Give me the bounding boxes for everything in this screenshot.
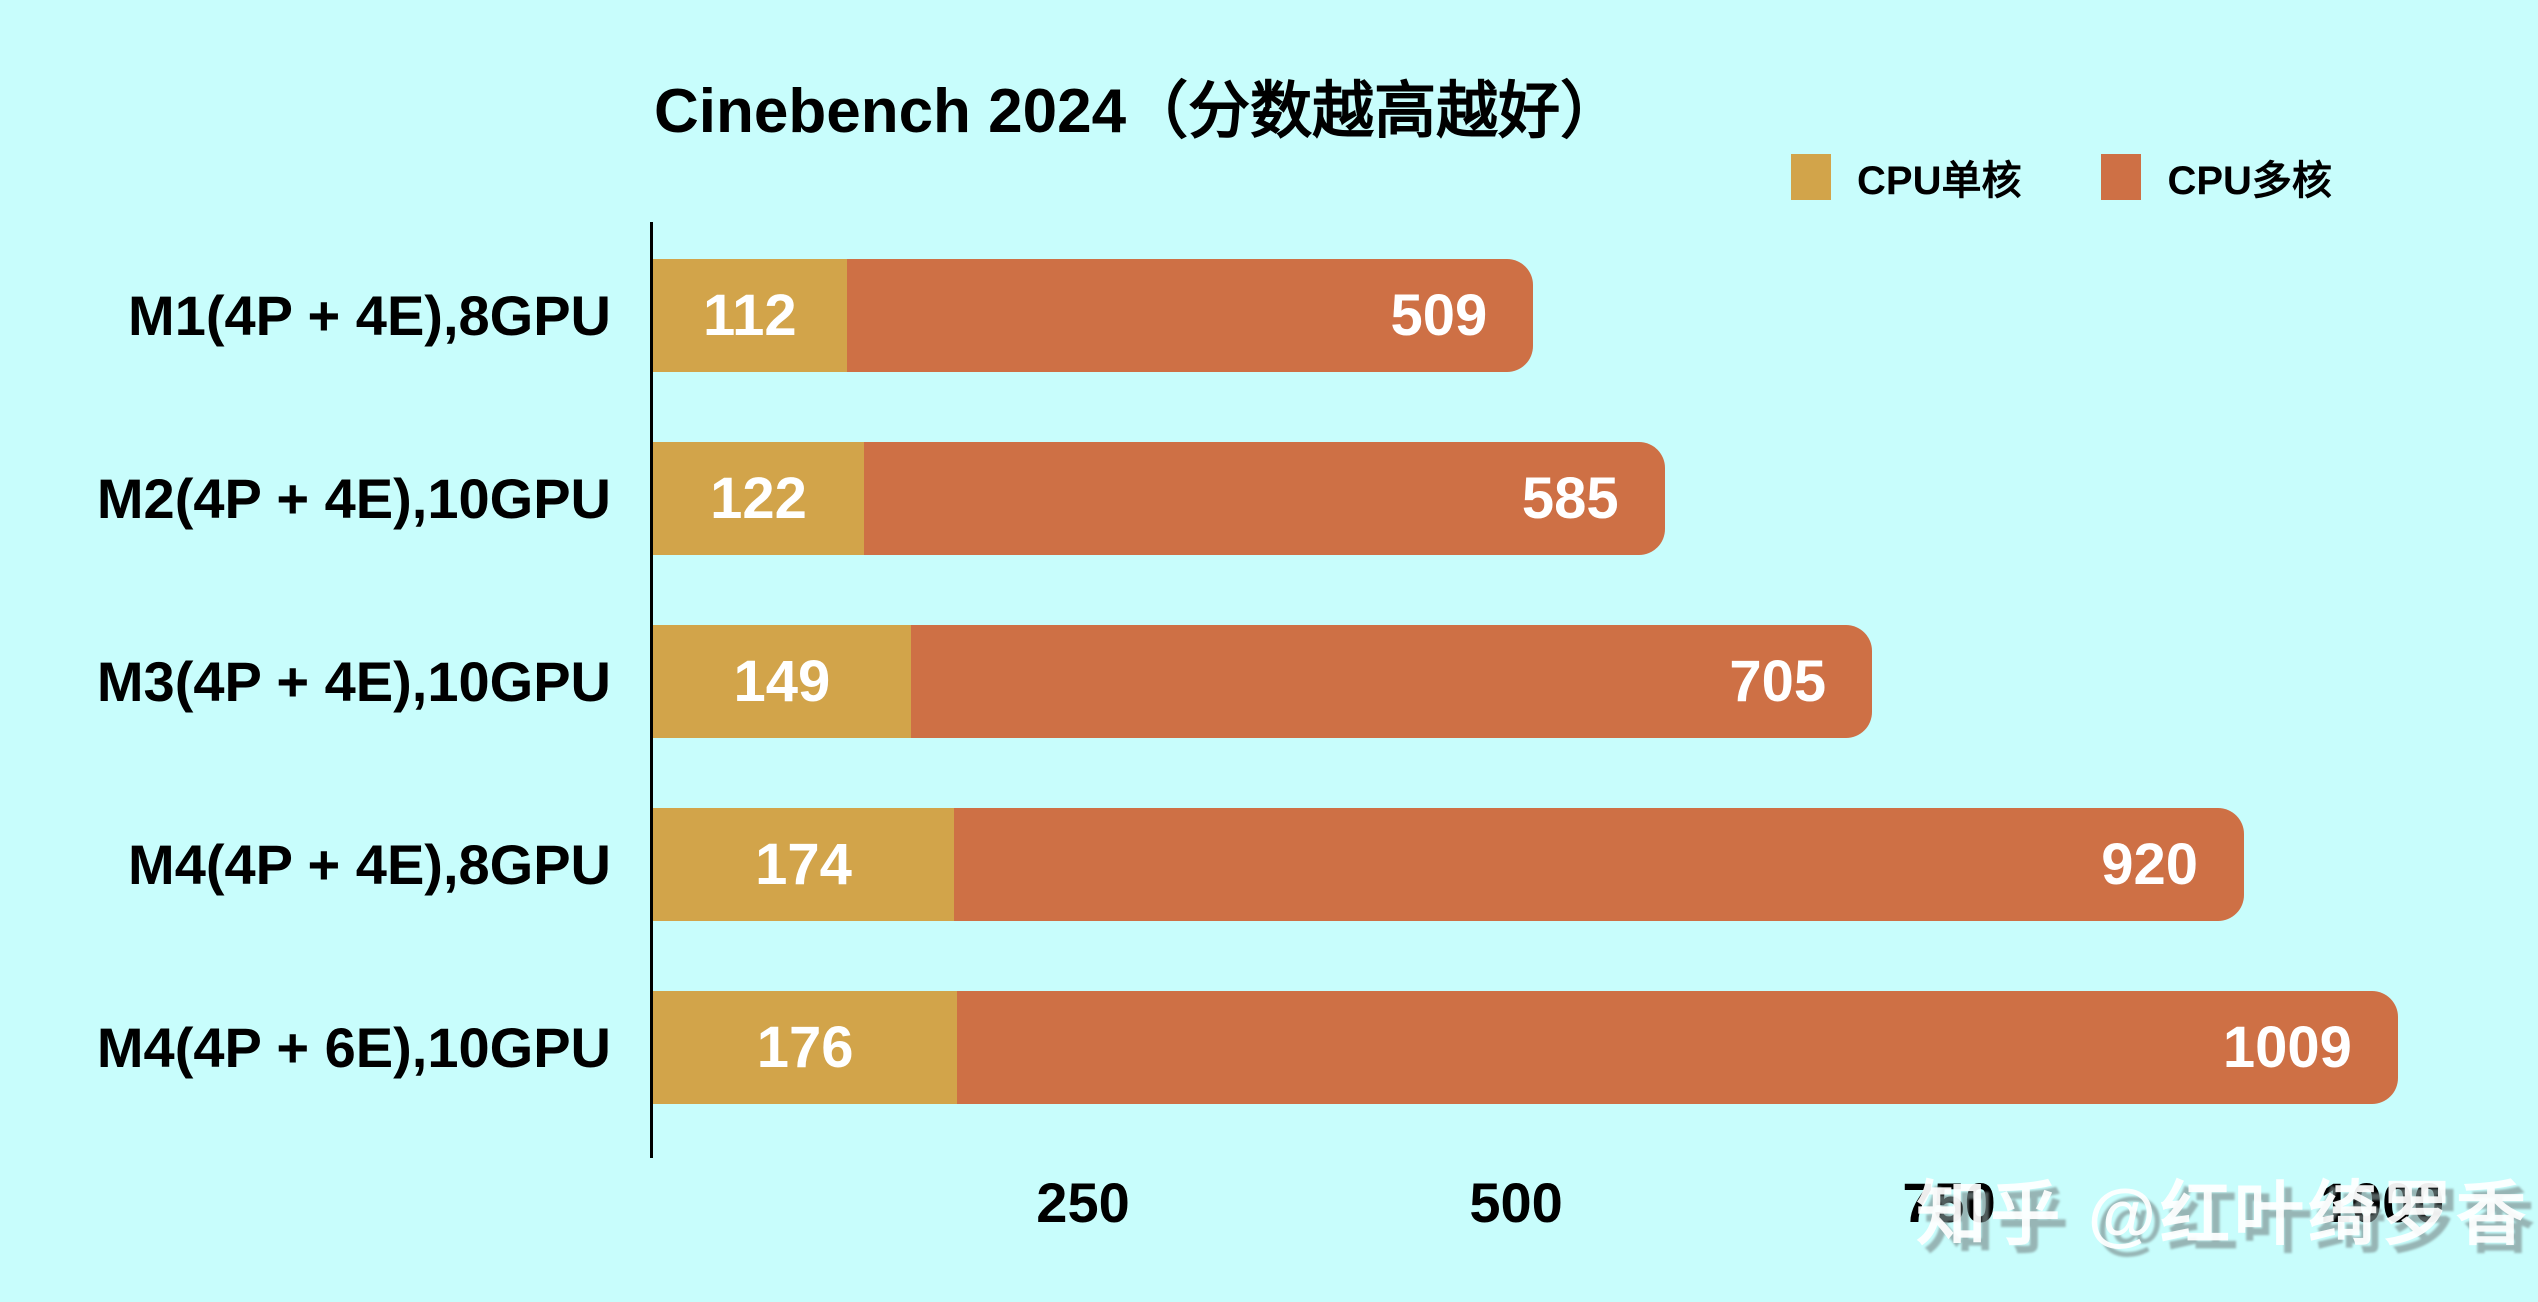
single-core-value: 112 bbox=[703, 283, 797, 348]
x-tick-label: 250 bbox=[1036, 1171, 1130, 1234]
x-axis-ticks: 250 500 750 1000 bbox=[650, 1170, 2538, 1240]
single-core-bar: 174 bbox=[653, 808, 954, 921]
single-core-value: 122 bbox=[710, 466, 807, 531]
category-label: M4(4P + 6E),10GPU bbox=[96, 1016, 611, 1079]
multi-core-value: 705 bbox=[1729, 649, 1827, 714]
category-label: M4(4P + 4E),8GPU bbox=[128, 833, 611, 896]
bar-track: 920 174 bbox=[653, 808, 2538, 921]
watermark: 知乎 @红叶绮罗香 bbox=[1916, 1175, 2530, 1253]
multi-core-value: 920 bbox=[2101, 832, 2198, 897]
chart-title: Cinebench 2024（分数越高越好） bbox=[654, 77, 1623, 146]
legend-item-multi-core: CPU多核 bbox=[2101, 148, 2332, 206]
bar-row: M2(4P + 4E),10GPU 585 122 bbox=[0, 442, 2538, 555]
single-core-bar: 122 bbox=[653, 442, 864, 555]
y-axis-line bbox=[650, 222, 653, 1158]
bar-track: 585 122 bbox=[653, 442, 2538, 555]
bar-track: 705 149 bbox=[653, 625, 2538, 738]
multi-core-value: 1009 bbox=[2222, 1015, 2352, 1080]
multi-core-value: 509 bbox=[1390, 283, 1488, 348]
bar-row: M4(4P + 4E),8GPU 920 174 bbox=[0, 808, 2538, 921]
legend-item-single-core: CPU单核 bbox=[1791, 148, 2021, 206]
single-core-bar: 149 bbox=[653, 625, 911, 738]
bar-track: 1009 176 bbox=[653, 991, 2538, 1104]
legend-label-single: CPU单核 bbox=[1857, 159, 2022, 203]
single-core-value: 174 bbox=[755, 832, 852, 897]
bar-row: M1(4P + 4E),8GPU 509 112 bbox=[0, 259, 2538, 372]
single-core-bar: 176 bbox=[653, 991, 958, 1104]
bar-track: 509 112 bbox=[653, 259, 2538, 372]
plot-area: M1(4P + 4E),8GPU 509 112 M2(4P + 4E),10G… bbox=[0, 259, 2538, 1174]
x-tick-label: 1000 bbox=[2319, 1171, 2445, 1234]
legend: CPU单核 CPU多核 bbox=[1791, 148, 2332, 206]
single-core-bar: 112 bbox=[653, 259, 847, 372]
bar-row: M3(4P + 4E),10GPU 705 149 bbox=[0, 625, 2538, 738]
category-label: M1(4P + 4E),8GPU bbox=[128, 284, 611, 347]
single-core-value: 149 bbox=[733, 649, 831, 714]
category-label: M2(4P + 4E),10GPU bbox=[96, 467, 611, 530]
x-tick-label: 500 bbox=[1469, 1171, 1563, 1234]
legend-swatch-single bbox=[1791, 154, 1831, 200]
bar-row: M4(4P + 6E),10GPU 1009 176 bbox=[0, 991, 2538, 1104]
category-label: M3(4P + 4E),10GPU bbox=[96, 650, 611, 713]
legend-swatch-multi bbox=[2101, 154, 2142, 200]
x-tick-label: 750 bbox=[1902, 1171, 1996, 1234]
multi-core-value: 585 bbox=[1521, 466, 1619, 531]
legend-label-multi: CPU多核 bbox=[2167, 159, 2332, 203]
single-core-value: 176 bbox=[756, 1015, 854, 1080]
